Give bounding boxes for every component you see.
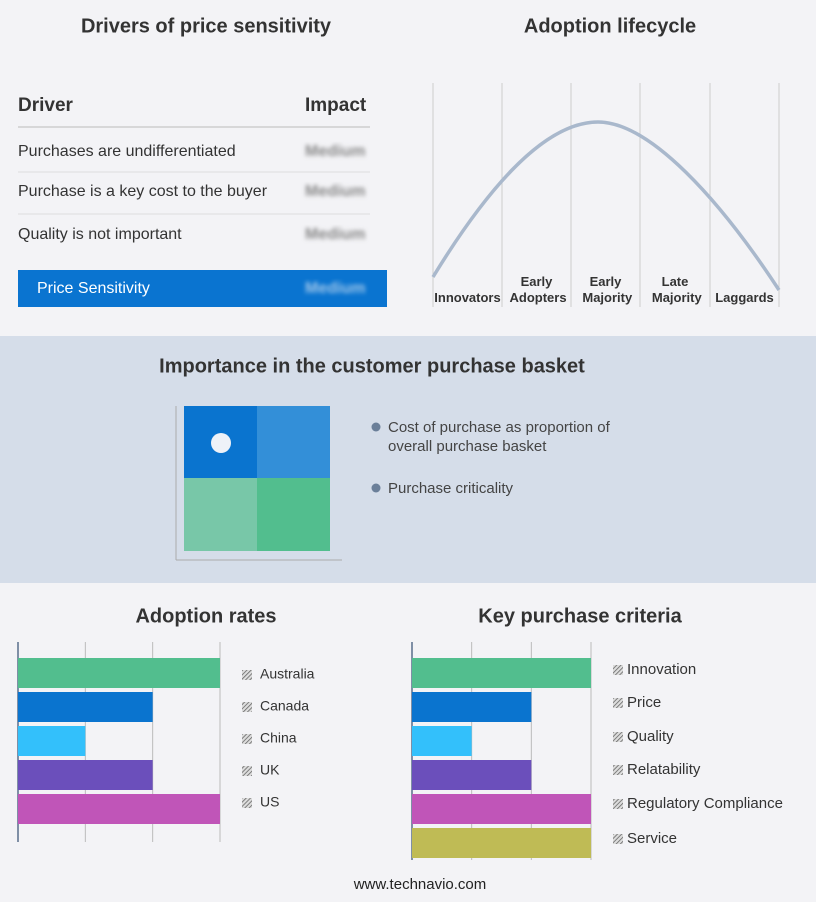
lifecycle-curve <box>431 120 781 291</box>
legend-label: Cost of purchase as proportion of overal… <box>388 419 610 455</box>
legend-swatch <box>613 698 623 708</box>
legend-label: Australia <box>260 666 315 682</box>
legend-swatch <box>242 702 252 712</box>
legend-swatch <box>242 798 252 808</box>
table-header: Driver <box>18 95 74 116</box>
driver-label: Purchase is a key cost to the buyer <box>18 183 268 200</box>
bar <box>18 794 220 824</box>
legend-label: Service <box>627 830 677 847</box>
summary-bar <box>18 270 387 307</box>
driver-label: Quality is not important <box>18 226 182 243</box>
marker <box>211 433 231 453</box>
summary-label: Price Sensitivity <box>37 280 150 297</box>
legend-label: Innovation <box>627 661 696 678</box>
driver-label: Purchases are undifferentiated <box>18 143 236 160</box>
stage-label: Late Majority <box>648 274 702 305</box>
legend-label: Regulatory Compliance <box>627 795 783 812</box>
legend-swatch <box>613 765 623 775</box>
legend-dot <box>371 422 381 432</box>
bar <box>412 794 591 824</box>
bar <box>18 760 153 790</box>
bar <box>18 658 220 688</box>
section-title: Importance in the customer purchase bask… <box>159 355 585 377</box>
bar <box>412 692 532 722</box>
legend-label: Canada <box>260 698 309 714</box>
bar <box>412 658 591 688</box>
stage-label: Innovators <box>434 290 500 305</box>
impact-value: Medium <box>305 183 365 200</box>
impact-value: Medium <box>305 226 365 243</box>
legend-swatch <box>613 834 623 844</box>
chart-title: Adoption rates <box>135 605 276 627</box>
stage-label: Laggards <box>715 290 774 305</box>
table-header: Impact <box>305 95 367 116</box>
legend-swatch <box>242 670 252 680</box>
stage-label: Early Adopters <box>506 274 566 305</box>
legend-swatch <box>613 665 623 675</box>
legend-label: Quality <box>627 728 674 745</box>
bar <box>412 828 591 858</box>
bar <box>412 760 532 790</box>
legend-label: UK <box>260 762 280 778</box>
band <box>0 336 816 583</box>
section-title: Adoption lifecycle <box>524 15 696 37</box>
legend-label: China <box>260 730 297 746</box>
summary-value: Medium <box>305 280 365 297</box>
lifecycle-grid <box>432 83 780 307</box>
legend-swatch <box>613 732 623 742</box>
legend-swatch <box>242 766 252 776</box>
legend-swatch <box>613 799 623 809</box>
bar <box>412 726 472 756</box>
impact-value: Medium <box>305 143 365 160</box>
legend-label: Price <box>627 694 661 711</box>
legend-label: US <box>260 794 279 810</box>
footer: www.technavio.com <box>353 876 487 893</box>
cell <box>257 478 330 551</box>
stage-label: Early Majority <box>579 274 633 305</box>
legend-label: Purchase criticality <box>388 480 514 497</box>
cell <box>184 478 257 551</box>
legend-swatch <box>242 734 252 744</box>
cell <box>257 406 330 478</box>
section-title: Drivers of price sensitivity <box>81 15 332 37</box>
legend-dot <box>371 483 381 493</box>
legend-label: Relatability <box>627 761 701 778</box>
chart-title: Key purchase criteria <box>478 605 682 627</box>
bar <box>18 726 86 756</box>
bar <box>18 692 153 722</box>
